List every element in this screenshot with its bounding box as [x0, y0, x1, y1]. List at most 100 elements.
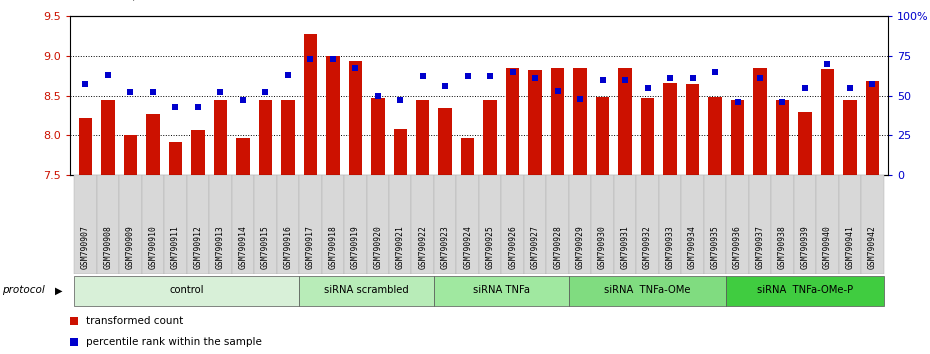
- FancyBboxPatch shape: [97, 175, 119, 274]
- Point: [775, 99, 790, 105]
- Bar: [528, 70, 542, 175]
- Text: percentile rank within the sample: percentile rank within the sample: [86, 337, 262, 348]
- FancyBboxPatch shape: [165, 175, 187, 274]
- Text: GSM790921: GSM790921: [396, 225, 405, 269]
- FancyBboxPatch shape: [389, 175, 411, 274]
- Point: [509, 27, 524, 33]
- FancyBboxPatch shape: [704, 175, 726, 274]
- Point: [145, 90, 160, 95]
- Text: GSM790911: GSM790911: [171, 225, 179, 269]
- Text: siRNA  TNFa-OMe: siRNA TNFa-OMe: [604, 285, 691, 296]
- FancyBboxPatch shape: [839, 175, 861, 274]
- Text: GSM790923: GSM790923: [441, 225, 450, 269]
- Point: [213, 90, 228, 95]
- Bar: [618, 69, 631, 175]
- Text: GSM790922: GSM790922: [418, 225, 427, 269]
- Point: [123, 90, 138, 95]
- Point: [281, 72, 296, 78]
- Point: [438, 83, 453, 89]
- Text: GSM790926: GSM790926: [508, 225, 517, 269]
- Bar: [416, 101, 430, 175]
- Point: [551, 88, 565, 93]
- FancyBboxPatch shape: [726, 276, 884, 306]
- Text: GSM790928: GSM790928: [553, 225, 562, 269]
- Point: [865, 81, 880, 87]
- Bar: [820, 69, 834, 175]
- Text: GSM790908: GSM790908: [103, 225, 113, 269]
- FancyBboxPatch shape: [726, 175, 749, 274]
- Text: GSM790934: GSM790934: [688, 225, 698, 269]
- Point: [595, 77, 610, 82]
- FancyBboxPatch shape: [479, 175, 501, 274]
- Text: GSM790916: GSM790916: [284, 225, 292, 269]
- Point: [618, 77, 632, 82]
- FancyBboxPatch shape: [793, 175, 817, 274]
- FancyBboxPatch shape: [658, 175, 682, 274]
- Point: [662, 75, 677, 81]
- FancyBboxPatch shape: [254, 175, 276, 274]
- Point: [100, 72, 115, 78]
- Text: GSM790918: GSM790918: [328, 225, 338, 269]
- FancyBboxPatch shape: [366, 175, 389, 274]
- Bar: [192, 130, 205, 175]
- Bar: [168, 142, 182, 175]
- Text: siRNA scrambled: siRNA scrambled: [325, 285, 409, 296]
- Text: ▶: ▶: [55, 285, 62, 296]
- Point: [392, 98, 407, 103]
- Bar: [303, 34, 317, 175]
- Point: [798, 85, 813, 91]
- Bar: [124, 135, 138, 175]
- Text: GSM790914: GSM790914: [238, 225, 247, 269]
- FancyBboxPatch shape: [209, 175, 232, 274]
- Text: siRNA TNFa: siRNA TNFa: [473, 285, 530, 296]
- Bar: [596, 97, 609, 175]
- Point: [460, 74, 475, 79]
- Point: [509, 224, 524, 229]
- FancyBboxPatch shape: [344, 175, 366, 274]
- FancyBboxPatch shape: [591, 175, 614, 274]
- FancyBboxPatch shape: [232, 175, 254, 274]
- Text: GSM790931: GSM790931: [620, 225, 630, 269]
- Text: GSM790939: GSM790939: [801, 225, 809, 269]
- Bar: [79, 118, 92, 175]
- Text: GSM790930: GSM790930: [598, 225, 607, 269]
- Point: [573, 96, 588, 102]
- Point: [505, 69, 520, 74]
- Point: [348, 66, 363, 72]
- Text: GSM790909: GSM790909: [126, 225, 135, 269]
- Bar: [663, 83, 677, 175]
- Text: GSM790907: GSM790907: [81, 225, 90, 269]
- Bar: [709, 97, 722, 175]
- FancyBboxPatch shape: [299, 175, 322, 274]
- Point: [640, 85, 655, 91]
- Text: GSM790927: GSM790927: [531, 225, 539, 269]
- FancyBboxPatch shape: [434, 175, 457, 274]
- FancyBboxPatch shape: [569, 175, 591, 274]
- Point: [416, 74, 431, 79]
- Bar: [214, 99, 227, 175]
- FancyBboxPatch shape: [547, 175, 569, 274]
- Bar: [574, 69, 587, 175]
- Text: GSM790915: GSM790915: [260, 225, 270, 269]
- Bar: [101, 99, 114, 175]
- Bar: [866, 81, 879, 175]
- Bar: [641, 98, 655, 175]
- Text: GSM790912: GSM790912: [193, 225, 203, 269]
- Point: [483, 74, 498, 79]
- Text: GSM790941: GSM790941: [845, 225, 855, 269]
- Text: GSM790924: GSM790924: [463, 225, 472, 269]
- Text: GSM790940: GSM790940: [823, 225, 832, 269]
- Point: [326, 56, 340, 62]
- Text: siRNA  TNFa-OMe-P: siRNA TNFa-OMe-P: [757, 285, 853, 296]
- Point: [730, 99, 745, 105]
- FancyBboxPatch shape: [861, 175, 884, 274]
- Text: protocol: protocol: [2, 285, 45, 296]
- Point: [685, 75, 700, 81]
- FancyBboxPatch shape: [187, 175, 209, 274]
- FancyBboxPatch shape: [457, 175, 479, 274]
- Text: GSM790942: GSM790942: [868, 225, 877, 269]
- Bar: [438, 108, 452, 175]
- Text: transformed count: transformed count: [86, 316, 183, 326]
- FancyBboxPatch shape: [501, 175, 524, 274]
- Bar: [236, 138, 249, 175]
